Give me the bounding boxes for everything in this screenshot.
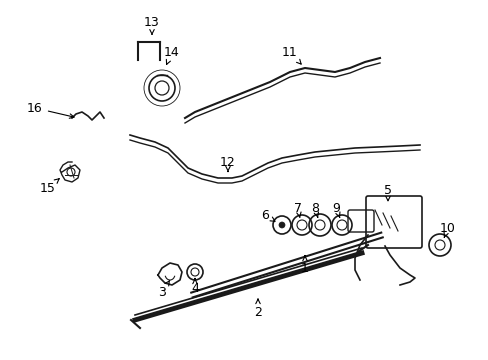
Text: 3: 3 xyxy=(158,280,169,298)
Text: 9: 9 xyxy=(331,202,339,217)
Text: 10: 10 xyxy=(439,221,455,237)
Text: 4: 4 xyxy=(191,279,199,294)
Text: 15: 15 xyxy=(40,179,59,194)
Text: 7: 7 xyxy=(293,202,302,217)
Text: 2: 2 xyxy=(254,299,262,319)
Text: 1: 1 xyxy=(301,256,308,274)
Text: 8: 8 xyxy=(310,202,318,217)
Text: 5: 5 xyxy=(383,184,391,201)
Text: 16: 16 xyxy=(27,102,74,118)
Text: 6: 6 xyxy=(261,208,274,221)
Text: 12: 12 xyxy=(220,156,235,171)
Text: 14: 14 xyxy=(164,45,180,64)
Text: 11: 11 xyxy=(282,45,301,64)
Text: 13: 13 xyxy=(144,15,160,34)
Circle shape xyxy=(279,222,285,228)
